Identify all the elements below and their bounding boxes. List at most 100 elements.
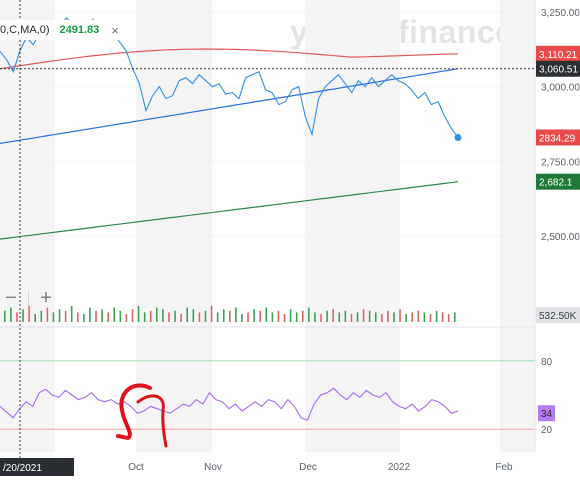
x-tick-label: 2022 bbox=[388, 462, 411, 473]
tag-volume: 532.50K bbox=[539, 311, 577, 322]
volume-bar bbox=[70, 306, 73, 322]
volume-bar bbox=[301, 310, 304, 322]
volume-bar bbox=[180, 314, 182, 322]
volume-bar bbox=[387, 310, 389, 322]
red-annotation-right bbox=[136, 394, 168, 448]
rsi-grid bbox=[0, 360, 535, 430]
volume-zoom-controls: − + bbox=[0, 286, 57, 309]
legend-label: 0,C,MA,0) bbox=[0, 24, 50, 36]
x-tick-label: Oct bbox=[128, 462, 144, 473]
zoom-out-button[interactable]: − bbox=[5, 286, 17, 309]
volume-bar bbox=[95, 310, 97, 322]
tag-ma-red: 3,110.21 bbox=[539, 50, 578, 61]
tag-ma-green-bg bbox=[536, 173, 580, 190]
volume-bar bbox=[447, 314, 450, 322]
volume-bar bbox=[265, 307, 268, 322]
volume-bar bbox=[186, 307, 189, 322]
tag-crosshair-bg bbox=[536, 60, 580, 77]
volume-bar bbox=[326, 310, 328, 322]
period-band-2 bbox=[305, 0, 400, 452]
volume-bar bbox=[22, 309, 24, 322]
volume-bar bbox=[356, 312, 359, 322]
volume-bar bbox=[435, 310, 438, 322]
divider bbox=[28, 290, 29, 306]
volume-bar bbox=[405, 314, 407, 322]
rsi-panel bbox=[0, 387, 459, 421]
volume-bar bbox=[277, 310, 280, 322]
rsi-line bbox=[0, 387, 459, 421]
volume-bar bbox=[368, 310, 371, 322]
volume-bar bbox=[259, 310, 262, 322]
volume-bar bbox=[362, 309, 365, 322]
volume-bar bbox=[125, 314, 128, 322]
tag-ma-red-bg bbox=[536, 45, 580, 62]
volume-bar bbox=[28, 306, 30, 322]
volume-bar bbox=[314, 312, 316, 322]
zoom-in-button[interactable]: + bbox=[40, 286, 52, 309]
tag-rsi-bg bbox=[538, 405, 555, 422]
volume-bar bbox=[454, 312, 456, 322]
period-bands bbox=[0, 0, 535, 452]
volume-bar bbox=[241, 314, 243, 322]
volume-bar bbox=[338, 312, 341, 322]
volume-bar bbox=[119, 310, 122, 322]
rsi-tick-80: 80 bbox=[541, 357, 553, 368]
volume-bar bbox=[393, 312, 395, 322]
overlay bbox=[0, 0, 535, 458]
volume-bar bbox=[131, 309, 134, 322]
volume-bar bbox=[174, 310, 176, 322]
volume-bar bbox=[235, 307, 237, 322]
tag-crosshair: 3,060.51 bbox=[539, 65, 578, 76]
x-tick-label: Dec bbox=[299, 462, 317, 473]
volume-bar bbox=[52, 312, 55, 322]
tag-last-price: 2834.29 bbox=[539, 133, 576, 144]
volume-bar bbox=[222, 309, 225, 322]
volume-bar bbox=[107, 312, 109, 322]
volume-bar bbox=[350, 314, 353, 322]
tag-rsi: 34 bbox=[541, 409, 553, 420]
date-badge-bg bbox=[0, 458, 74, 476]
last-price-dot bbox=[454, 133, 462, 141]
volume-bar bbox=[83, 314, 85, 322]
volume-bar bbox=[229, 310, 231, 322]
tag-last-price-bg bbox=[536, 129, 580, 146]
price-tags: 3,110.21 3,060.51 2834.29 2,682.1 532.50K 34 /… bbox=[0, 45, 580, 476]
volume-bar bbox=[247, 312, 249, 322]
volume-bar bbox=[4, 310, 6, 322]
y-tick-label: 2,750.00 bbox=[541, 157, 580, 168]
volume-bar bbox=[40, 310, 43, 322]
y-tick-label: 3,250.00 bbox=[541, 8, 580, 19]
volume-bar bbox=[192, 309, 195, 322]
legend-value: 2491.83 bbox=[59, 24, 100, 36]
volume-bar bbox=[308, 307, 310, 322]
volume-bar bbox=[58, 309, 61, 322]
volume-bar bbox=[156, 307, 158, 322]
volume-bar bbox=[253, 309, 255, 322]
moving-average-blue bbox=[0, 68, 459, 144]
volume-bar bbox=[46, 307, 49, 322]
volume-bar bbox=[137, 306, 140, 322]
volume-bar bbox=[411, 312, 414, 322]
indicator-legend[interactable]: 0,C,MA,0) 2491.83 × bbox=[0, 20, 119, 40]
x-tick-label: Feb bbox=[495, 462, 513, 473]
tag-volume-bg bbox=[536, 307, 580, 323]
volume-bars bbox=[4, 306, 456, 322]
axes: 3,250.00 3,000.00 2,750.00 2,500.00 Oct Nov De… bbox=[128, 8, 580, 473]
volume-bar bbox=[320, 314, 322, 322]
volume-bar bbox=[417, 310, 420, 322]
volume-bar bbox=[113, 307, 116, 322]
volume-bar bbox=[381, 314, 383, 322]
y-tick-label: 2,500.00 bbox=[541, 232, 580, 243]
volume-bar bbox=[89, 307, 91, 322]
volume-bar bbox=[283, 314, 286, 322]
volume-bar bbox=[271, 312, 274, 322]
volume-bar bbox=[429, 314, 432, 322]
volume-bar bbox=[101, 309, 103, 322]
volume-bar bbox=[16, 312, 18, 322]
x-tick-label: Nov bbox=[204, 462, 222, 473]
date-badge: /20/2021 bbox=[3, 463, 42, 474]
moving-average-green bbox=[0, 181, 459, 240]
close-icon[interactable]: × bbox=[111, 22, 119, 38]
rsi-tick-20: 20 bbox=[541, 425, 553, 436]
